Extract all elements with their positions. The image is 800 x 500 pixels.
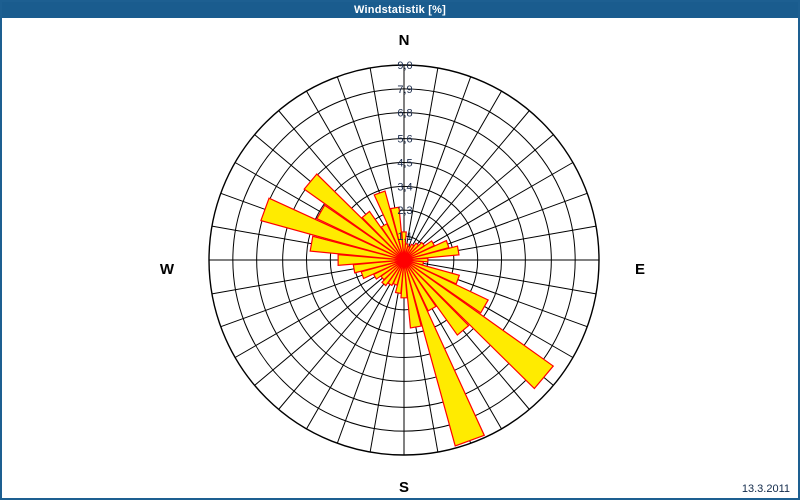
- wind-rose-petal: [403, 259, 555, 390]
- grid-spoke: [278, 259, 405, 410]
- radial-tick-label: 3,4: [397, 181, 412, 193]
- grid-spoke: [254, 259, 405, 386]
- wind-rose-petal: [403, 259, 486, 447]
- radial-axis-labels: 1,1 2,3 3,4 4,5 5,6 6,8 7,9 9,0: [397, 60, 412, 243]
- wind-rose-petal: [389, 206, 405, 261]
- compass-label-south: S: [399, 479, 409, 496]
- grid-spoke: [403, 67, 439, 261]
- radial-tick-label: 6,8: [397, 108, 412, 120]
- compass-label-west: W: [160, 261, 175, 278]
- grid-spoke: [403, 134, 554, 261]
- chart-center-marker: [398, 254, 410, 266]
- wind-rose-petals: [260, 173, 555, 447]
- compass-label-east: E: [635, 261, 645, 278]
- center-dot: [398, 254, 410, 266]
- grid-spoke: [403, 110, 530, 261]
- compass-label-north: N: [399, 32, 410, 49]
- grid-spoke: [403, 76, 472, 261]
- date-stamp: 13.3.2011: [741, 483, 790, 495]
- chart-canvas: 1,1 2,3 3,4 4,5 5,6 6,8 7,9 9,0 N E S W 13.3.20…: [2, 18, 798, 498]
- grid-spoke: [403, 90, 502, 261]
- wind-rose-petal: [403, 245, 460, 261]
- wind-rose-petal: [260, 197, 405, 261]
- wind-rose-petal: [316, 204, 405, 261]
- wind-rose-petal: [403, 259, 490, 314]
- grid-spoke: [336, 259, 405, 444]
- wind-rose-petal: [303, 173, 405, 261]
- radial-tick-label: 4,5: [397, 158, 412, 170]
- window-title: Windstatistik [%]: [2, 2, 798, 18]
- radial-tick-label: 1,1: [397, 231, 412, 243]
- radial-tick-label: 9,0: [397, 60, 412, 72]
- grid-spoke: [306, 259, 405, 430]
- grid-spoke: [403, 259, 597, 295]
- radial-tick-label: 2,3: [397, 205, 412, 217]
- wind-rose-petal: [403, 259, 470, 336]
- radial-tick-label: 5,6: [397, 134, 412, 146]
- wind-rose-chart: 1,1 2,3 3,4 4,5 5,6 6,8 7,9 9,0 N E S W: [160, 32, 645, 496]
- radial-tick-label: 7,9: [397, 84, 412, 96]
